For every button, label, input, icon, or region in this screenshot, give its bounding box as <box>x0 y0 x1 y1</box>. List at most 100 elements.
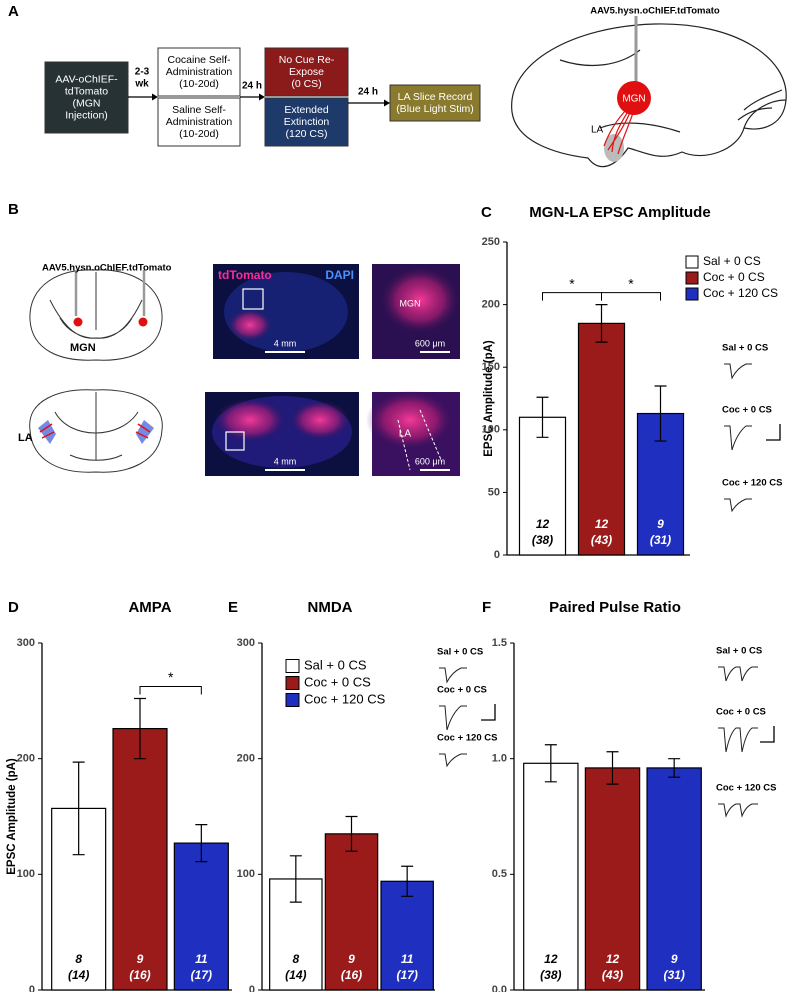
n-label: 12 <box>595 517 609 531</box>
panel-label: C <box>481 204 492 221</box>
flow-box <box>157 97 241 147</box>
scale-bar <box>481 704 496 721</box>
flow-box-text: Administration <box>166 66 233 78</box>
legend-label: Coc + 120 CS <box>304 691 386 706</box>
trace-label: Coc + 120 CS <box>716 783 776 794</box>
y-tick-label: 1.5 <box>492 637 507 649</box>
panel-label: E <box>228 599 238 616</box>
trace <box>439 753 467 768</box>
interval-label: wk <box>134 79 149 90</box>
inset-box <box>225 431 245 451</box>
flow-box-text: No Cue Re- <box>279 54 335 66</box>
significance-bracket <box>139 686 202 695</box>
flow-box-text: AAV-oChIEF- <box>55 73 118 85</box>
arrow-head <box>384 99 390 107</box>
trace-label: Coc + 120 CS <box>437 733 497 744</box>
arrow-head <box>152 93 158 101</box>
virus-label: AAV5.hysn.oChIEF.tdTomato <box>42 263 172 274</box>
y-tick-label: 100 <box>17 868 35 880</box>
trace <box>718 666 758 682</box>
chart-title: MGN-LA EPSC Amplitude <box>529 204 710 221</box>
tdtomato-signal <box>290 400 350 440</box>
trace <box>718 727 758 753</box>
error-bar <box>289 855 302 903</box>
n-label: (31) <box>650 533 671 547</box>
flow-box-text: Extended <box>284 104 329 116</box>
la-boundary <box>397 409 443 471</box>
flow-box-text: (10-20d) <box>179 78 219 90</box>
stain-label: tdTomato <box>218 268 272 282</box>
trace <box>439 667 467 684</box>
flow-box <box>157 47 241 97</box>
y-tick-label: 1.0 <box>492 753 507 765</box>
trace <box>718 803 758 818</box>
legend-swatch <box>685 255 699 269</box>
significance-label: * <box>628 275 634 291</box>
flow-box <box>389 84 481 122</box>
trace <box>724 425 752 451</box>
n-label: (17) <box>396 968 417 982</box>
n-label: 9 <box>657 517 664 531</box>
flow-box-text: LA Slice Record <box>398 91 473 103</box>
scale-label: 600 μm <box>415 338 445 348</box>
y-tick-label: 0 <box>29 984 35 992</box>
flow-box-text: (MGN <box>73 97 101 109</box>
y-tick-label: 300 <box>237 637 255 649</box>
y-tick-label: 0.0 <box>492 984 507 992</box>
flow-box-text: (10-20d) <box>179 128 219 140</box>
significance-label: * <box>569 275 575 291</box>
tdtomato-signal <box>366 390 454 450</box>
trace <box>439 705 467 731</box>
y-axis-label: EPSC Amplitude (pA) <box>483 340 495 457</box>
n-label: (38) <box>540 968 561 982</box>
n-label: (14) <box>285 968 306 982</box>
tdtomato-signal <box>380 266 460 334</box>
error-bar <box>544 744 557 783</box>
n-label: 8 <box>292 952 299 966</box>
legend-label: Coc + 120 CS <box>703 286 778 300</box>
y-tick-label: 50 <box>488 486 500 498</box>
significance-label: * <box>168 669 174 685</box>
projections <box>39 423 151 439</box>
inset-label: MGN <box>400 298 421 308</box>
scale-bar <box>766 424 781 441</box>
flow-box <box>264 47 349 97</box>
chart-title: NMDA <box>308 599 353 616</box>
trace-label: Coc + 0 CS <box>716 707 766 718</box>
stain-label: DAPI <box>325 268 354 282</box>
legend-label: Coc + 0 CS <box>703 270 765 284</box>
la-label: LA <box>591 125 604 136</box>
n-label: (43) <box>591 533 612 547</box>
error-bar <box>668 758 681 778</box>
n-label: 8 <box>75 952 82 966</box>
n-label: (16) <box>341 968 362 982</box>
coronal-section-2 <box>29 389 163 473</box>
n-label: 12 <box>606 952 620 966</box>
legend-label: Coc + 0 CS <box>304 674 371 689</box>
mgn-label: MGN <box>622 94 645 105</box>
arrow-head <box>259 93 265 101</box>
significance-bracket <box>601 292 661 301</box>
flow-box-text: (120 CS) <box>285 128 327 140</box>
flow-box <box>264 97 349 147</box>
error-bar <box>195 823 208 863</box>
flow-box-text: tdTomato <box>65 85 108 97</box>
interval-label: 24 h <box>242 81 262 92</box>
trace-label: Coc + 0 CS <box>722 405 772 416</box>
interval-label: 24 h <box>358 87 378 98</box>
flow-box-text: Injection) <box>65 109 108 121</box>
bar <box>584 767 641 991</box>
trace-label: Sal + 0 CS <box>716 646 762 657</box>
trace <box>724 498 752 513</box>
section-outline <box>29 389 163 473</box>
flow-box-text: Expose <box>289 66 324 78</box>
la-region <box>38 420 56 444</box>
bar <box>380 880 434 991</box>
legend-label: Sal + 0 CS <box>703 254 761 268</box>
y-tick-label: 150 <box>482 361 500 373</box>
section-detail <box>54 392 139 461</box>
flow-box-text: Cocaine Self- <box>167 54 231 66</box>
coronal-section-1 <box>29 269 163 361</box>
injection-site <box>138 317 148 327</box>
flow-box-text: (0 CS) <box>291 78 321 90</box>
